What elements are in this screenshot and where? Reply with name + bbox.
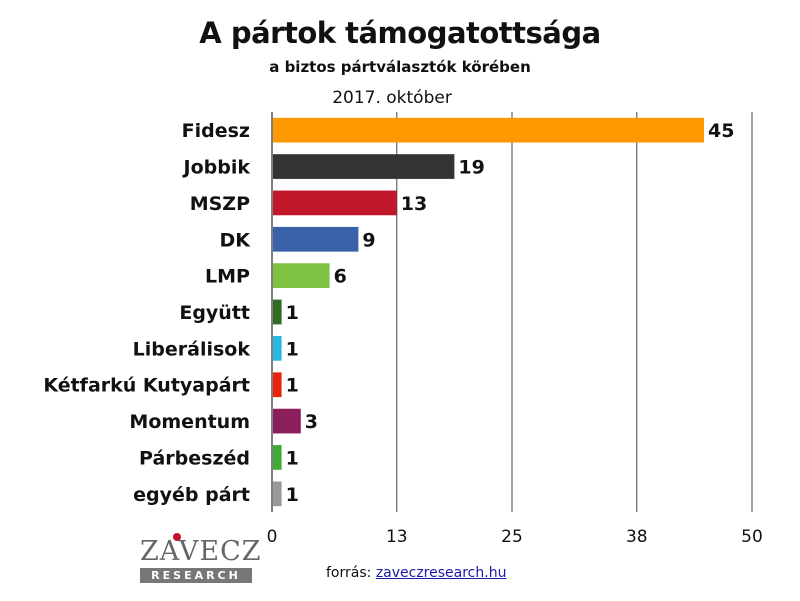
source-prefix: forrás: bbox=[326, 565, 372, 581]
bar bbox=[273, 263, 330, 288]
bar bbox=[273, 481, 282, 507]
bar bbox=[273, 408, 301, 434]
logo-dot-icon bbox=[173, 533, 181, 541]
chart-subtitle: a biztos pártválasztók körében bbox=[269, 58, 531, 76]
value-label: 19 bbox=[458, 157, 484, 179]
category-label: Momentum bbox=[129, 411, 250, 433]
bar bbox=[273, 336, 282, 361]
category-label: DK bbox=[220, 229, 252, 251]
chart-title: A pártok támogatottsága bbox=[199, 16, 601, 50]
category-label: Fidesz bbox=[182, 120, 250, 142]
value-label: 9 bbox=[362, 229, 375, 251]
bar bbox=[273, 117, 704, 143]
value-label: 1 bbox=[286, 302, 299, 324]
x-tick-label: 25 bbox=[501, 527, 523, 547]
category-label: Liberálisok bbox=[133, 338, 251, 360]
category-label: LMP bbox=[205, 266, 250, 288]
category-label: Együtt bbox=[179, 302, 250, 324]
value-label: 13 bbox=[401, 193, 427, 215]
logo-name-text: ZAVECZ bbox=[140, 536, 262, 567]
logo-name: ZAVECZ bbox=[140, 533, 261, 566]
bar bbox=[273, 372, 282, 398]
bar bbox=[273, 226, 359, 252]
x-tick-label: 13 bbox=[386, 527, 408, 547]
category-label: egyéb párt bbox=[133, 484, 250, 506]
logo-subtext: RESEARCH bbox=[140, 568, 252, 583]
value-label: 1 bbox=[286, 484, 299, 506]
source-line: forrás: zaveczresearch.hu bbox=[326, 565, 506, 581]
chart-date: 2017. október bbox=[332, 88, 452, 108]
x-tick-label: 38 bbox=[626, 527, 648, 547]
category-label: Párbeszéd bbox=[139, 447, 250, 469]
value-label: 45 bbox=[708, 120, 734, 142]
value-label: 1 bbox=[286, 338, 299, 360]
category-label: MSZP bbox=[190, 193, 250, 215]
zavecz-logo: ZAVECZ RESEARCH bbox=[140, 533, 261, 583]
x-tick-label: 50 bbox=[741, 527, 763, 547]
bar bbox=[273, 445, 282, 470]
category-label: Kétfarkú Kutyapárt bbox=[43, 375, 250, 397]
source-link[interactable]: zaveczresearch.hu bbox=[375, 565, 507, 581]
bars bbox=[273, 117, 704, 507]
value-label: 1 bbox=[286, 375, 299, 397]
value-label: 3 bbox=[305, 411, 318, 433]
bar bbox=[273, 154, 455, 179]
value-label: 6 bbox=[334, 266, 347, 288]
x-tick-label: 0 bbox=[267, 527, 278, 547]
gridlines bbox=[271, 112, 753, 512]
value-label: 1 bbox=[286, 447, 299, 469]
category-label: Jobbik bbox=[182, 157, 251, 179]
bar bbox=[273, 299, 282, 325]
bar bbox=[273, 190, 397, 216]
